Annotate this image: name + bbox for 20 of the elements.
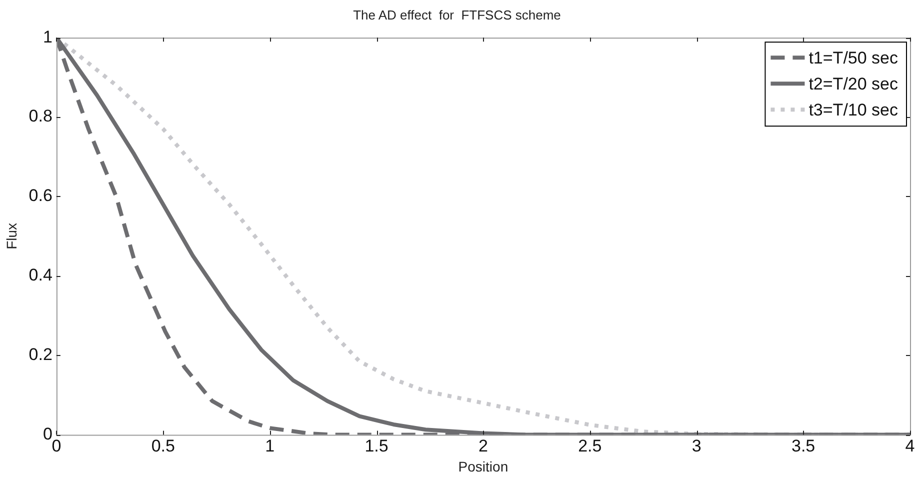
x-tick-label: 3.5 — [791, 436, 816, 456]
y-tick-label: 0.2 — [28, 345, 52, 364]
y-tick-label: 0.4 — [28, 266, 52, 285]
x-axis-title: Position — [458, 458, 508, 474]
legend-label: t2=T/20 sec — [808, 74, 898, 94]
x-tick-label: 3 — [692, 436, 702, 456]
x-tick-label: 1.5 — [364, 436, 388, 456]
y-tick-label: 0.6 — [28, 186, 52, 206]
x-tick-label: 4 — [905, 436, 915, 456]
y-axis-title: Flux — [3, 222, 20, 250]
y-tick-label: 1 — [42, 27, 52, 46]
x-tick-label: 1 — [265, 436, 275, 456]
chart-title: The AD effect for FTFSCS scheme — [353, 7, 561, 22]
x-tick-label: 0.5 — [151, 436, 175, 456]
legend-label: t3=T/10 sec — [808, 100, 898, 120]
x-tick-label: 2.5 — [578, 436, 602, 456]
y-tick-label: 0 — [42, 424, 52, 444]
x-tick-label: 2 — [478, 436, 488, 456]
y-tick-label: 0.8 — [28, 106, 52, 126]
legend-label: t1=T/50 sec — [808, 48, 898, 68]
